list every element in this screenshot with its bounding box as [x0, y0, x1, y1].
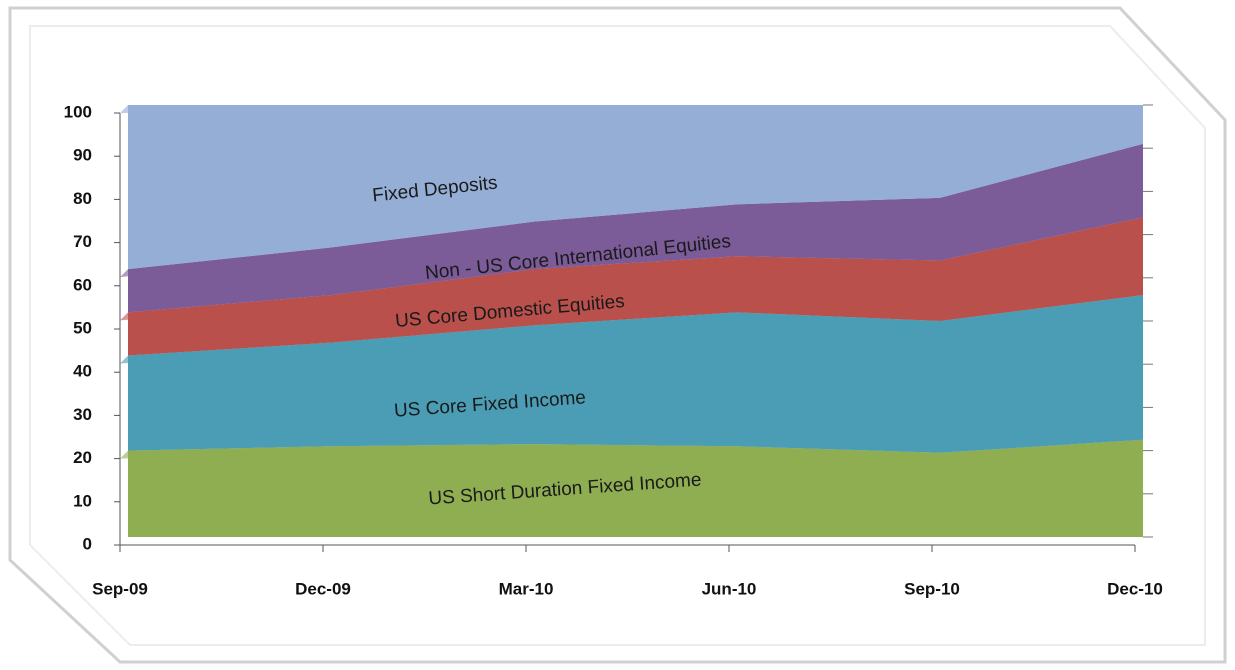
x-tick-label: Jun-10: [702, 579, 757, 598]
y-tick-label: 50: [73, 318, 92, 337]
area: [128, 439, 1143, 537]
plot-area: 0 10 20 30 40 50 60 70 80 90 100 Sep-09 Dec-09 Mar-10…: [64, 102, 1163, 598]
y-tick-label: 20: [73, 448, 92, 467]
area: [128, 105, 1143, 270]
y-tick-label: 70: [73, 232, 92, 251]
x-tick-label: Dec-10: [1107, 579, 1163, 598]
y-tick-label: 80: [73, 189, 92, 208]
area-edge: [120, 143, 1143, 278]
y-tick-label: 100: [64, 102, 92, 121]
y-tick-label: 40: [73, 362, 92, 381]
area: [128, 143, 1143, 313]
y-tick-label: 10: [73, 491, 92, 510]
x-tick-label: Mar-10: [499, 579, 554, 598]
area-edge: [120, 439, 1143, 461]
y-tick-label: 60: [73, 275, 92, 294]
x-tick-label: Dec-09: [295, 579, 351, 598]
frame-inner: [29, 25, 1206, 646]
area-edge: [120, 105, 1143, 113]
area: [128, 217, 1143, 356]
x-tick-label: Sep-10: [904, 579, 960, 598]
area-edge: [120, 217, 1143, 321]
area-edge: [120, 295, 1143, 364]
area: [128, 295, 1143, 453]
y-tick-label: 90: [73, 146, 92, 165]
y-tick-label: 30: [73, 405, 92, 424]
y-tick-label: 0: [83, 534, 92, 553]
x-tick-label: Sep-09: [92, 579, 148, 598]
